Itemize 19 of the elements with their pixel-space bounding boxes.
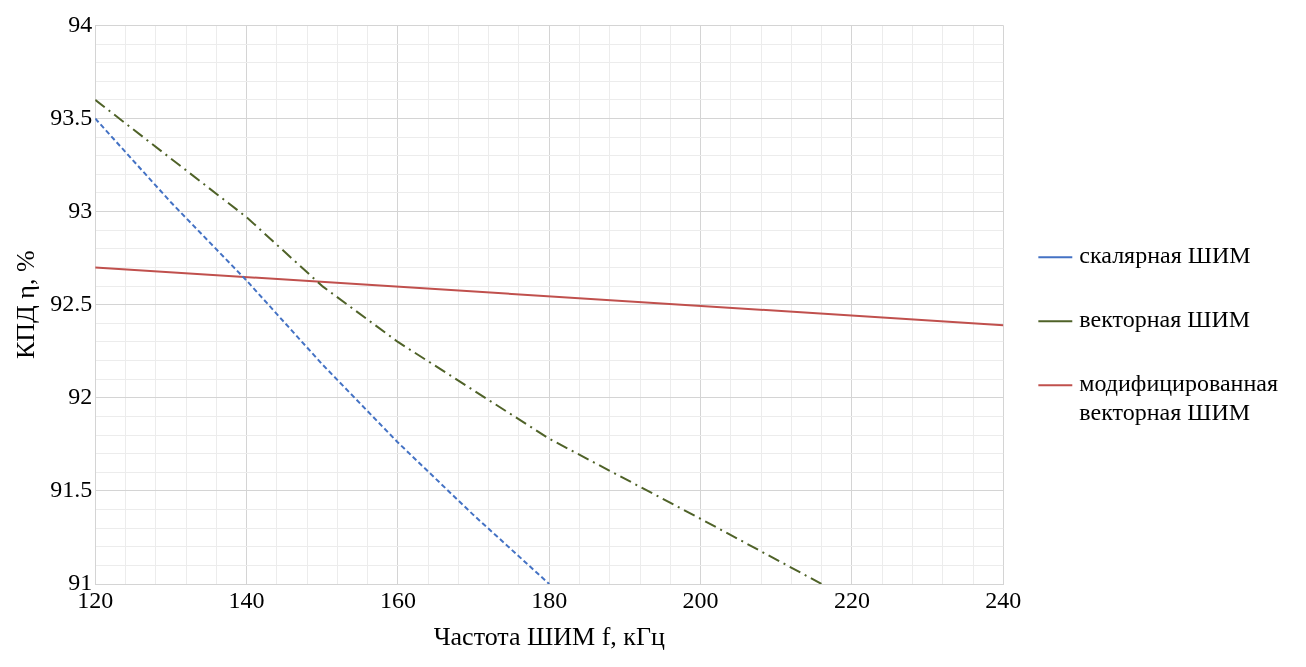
y-tick-label: 91.5 bbox=[50, 476, 93, 503]
line-series bbox=[95, 117, 551, 584]
y-tick-label: 93 bbox=[68, 196, 93, 223]
x-tick-label: 160 bbox=[379, 586, 416, 613]
x-axis-title: Частота ШИМ f, кГц bbox=[433, 622, 665, 652]
legend-label: модифицированная векторная ШИМ bbox=[1079, 370, 1279, 426]
y-axis-title: КПД η, % bbox=[11, 250, 41, 359]
y-tick-label: 94 bbox=[68, 10, 93, 37]
y-tick-label: 92 bbox=[68, 383, 93, 410]
y-tick-label: 93.5 bbox=[50, 103, 93, 130]
x-tick-label: 220 bbox=[833, 586, 870, 613]
y-tick-label: 92.5 bbox=[50, 290, 93, 316]
legend-label: векторная ШИМ bbox=[1079, 306, 1251, 333]
x-tick-label: 240 bbox=[985, 586, 1022, 613]
x-tick-label: 200 bbox=[682, 586, 719, 613]
line-series bbox=[95, 98, 823, 584]
x-tick-label: 180 bbox=[531, 586, 568, 613]
x-tick-label: 140 bbox=[228, 586, 265, 613]
legend-label: скалярная ШИМ bbox=[1079, 242, 1251, 269]
